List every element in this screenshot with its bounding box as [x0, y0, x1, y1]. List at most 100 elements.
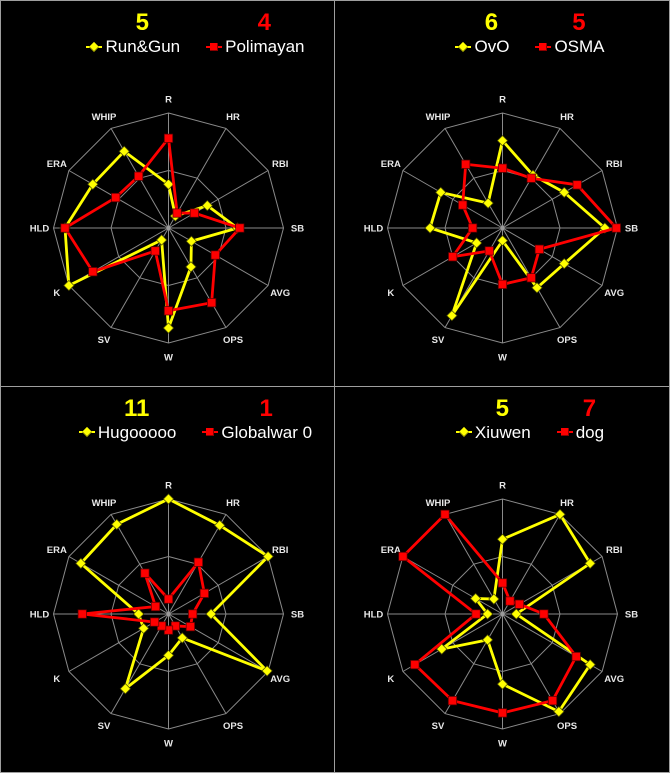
data-point-marker — [210, 250, 220, 260]
team-score: 5 — [572, 9, 586, 36]
radar-grid — [386, 497, 619, 730]
team-name: dog — [575, 422, 605, 442]
series-line — [63, 134, 243, 313]
data-point-marker — [534, 244, 544, 254]
axis-spoke — [444, 128, 503, 229]
data-point-marker — [149, 616, 160, 627]
axis-label: RBI — [606, 545, 622, 556]
data-point-marker — [185, 621, 196, 631]
axis-label: AVG — [604, 674, 624, 685]
axis-spoke — [168, 170, 269, 229]
data-point-marker — [481, 633, 494, 646]
data-point-marker — [162, 178, 175, 190]
axis-label: SB — [625, 224, 638, 235]
data-point-marker — [558, 257, 570, 270]
data-point-marker — [470, 237, 483, 249]
data-point-marker — [497, 163, 508, 173]
axis-spoke — [402, 170, 503, 229]
legend-team-red: 1 Globalwar 0 — [202, 396, 312, 442]
axis-label: K — [53, 288, 60, 299]
axis-label: AVG — [604, 288, 624, 299]
series-marker-square-icon — [556, 426, 573, 438]
axis-label: OPS — [557, 721, 577, 732]
axis-label: SV — [98, 721, 111, 732]
axis-label: R — [165, 480, 172, 491]
series-marker-diamond-icon — [78, 426, 95, 438]
axis-label: W — [498, 738, 507, 749]
legend-team-yellow: 5 Xiuwen — [455, 394, 531, 442]
series-diamond — [436, 508, 596, 717]
data-point-marker — [435, 186, 447, 199]
radar-chart: R HR RBI SB AVG OPS W SV K HLD ERA WHIP — [364, 480, 639, 749]
data-point-marker — [261, 664, 273, 677]
chart-legend: 5 Xiuwen 7 dog — [363, 394, 669, 442]
axis-label: SB — [625, 609, 638, 620]
data-point-marker — [436, 642, 448, 655]
data-point-marker — [214, 519, 226, 531]
axis-label: WHIP — [92, 112, 117, 123]
data-point-marker — [510, 607, 522, 620]
series-marker-diamond-icon — [86, 41, 103, 53]
data-point-marker — [488, 592, 500, 605]
axis-label: K — [387, 288, 394, 299]
team-name: Polimayan — [225, 37, 305, 56]
axis-label: SV — [432, 335, 445, 346]
axis-spoke — [402, 555, 503, 614]
axis-spoke — [168, 227, 227, 328]
axis-label: SB — [291, 224, 304, 235]
data-point-marker — [137, 622, 150, 634]
team-score: 5 — [495, 394, 509, 422]
axis-label: R — [165, 95, 172, 106]
team-name: OvO — [474, 37, 510, 56]
data-point-marker — [539, 608, 549, 619]
data-point-marker — [119, 682, 132, 694]
data-point-marker — [63, 279, 75, 292]
radar-panel-top-left: 5 Run&Gun 4 Polimayan R HR RBI SB AVG OPS W SV K… — [1, 1, 335, 387]
radar-panel-bottom-right: 5 Xiuwen 7 dog R HR RBI SB AVG OPS W SV K HLD ERA W… — [335, 387, 669, 773]
team-score: 11 — [123, 394, 150, 422]
axis-label: HR — [226, 497, 240, 508]
data-point-marker — [132, 607, 145, 620]
legend-team-yellow: 6 OvO — [455, 11, 509, 56]
series-diamond — [75, 492, 274, 694]
data-point-marker — [571, 651, 581, 661]
axis-label: SB — [291, 609, 304, 620]
axis-spoke — [110, 513, 169, 614]
data-point-marker — [497, 279, 508, 289]
data-point-marker — [185, 235, 198, 247]
axis-label: WHIP — [426, 112, 451, 123]
data-point-marker — [484, 246, 494, 256]
data-point-marker — [496, 234, 509, 247]
data-point-marker — [150, 601, 161, 611]
radar-chart: R HR RBI SB AVG OPS W SV K HLD ERA WHIP — [364, 95, 639, 364]
data-point-marker — [514, 599, 525, 609]
team-name: Hugooooo — [97, 422, 177, 442]
axis-spoke — [502, 227, 603, 286]
axis-label: R — [499, 95, 506, 106]
chart-legend: 5 Run&Gun 4 Polimayan — [29, 9, 334, 56]
data-point-marker — [111, 518, 123, 530]
data-point-marker — [88, 267, 98, 277]
data-point-marker — [193, 557, 203, 567]
data-point-marker — [497, 707, 508, 718]
data-point-marker — [140, 568, 150, 578]
legend-team-red: 7 dog — [556, 396, 605, 442]
data-point-marker — [235, 223, 245, 233]
axis-label: HR — [226, 112, 240, 123]
data-point-marker — [461, 159, 471, 169]
data-point-marker — [424, 222, 436, 234]
data-point-marker — [118, 145, 130, 157]
radar-panel-top-right: 6 OvO 5 OSMA R HR RBI SB AVG OPS W SV K HLD ERA WHI… — [335, 1, 669, 387]
axis-label: SV — [432, 721, 445, 732]
legend-team-yellow: 5 Run&Gun — [86, 11, 180, 56]
series-square — [60, 133, 245, 316]
axis-label: RBI — [606, 159, 622, 170]
data-point-marker — [162, 322, 175, 334]
axis-label: HR — [560, 112, 574, 123]
data-point-marker — [558, 186, 570, 199]
team-score: 4 — [257, 9, 271, 36]
data-point-marker — [531, 282, 543, 294]
data-point-marker — [553, 705, 565, 717]
data-point-marker — [199, 588, 209, 598]
